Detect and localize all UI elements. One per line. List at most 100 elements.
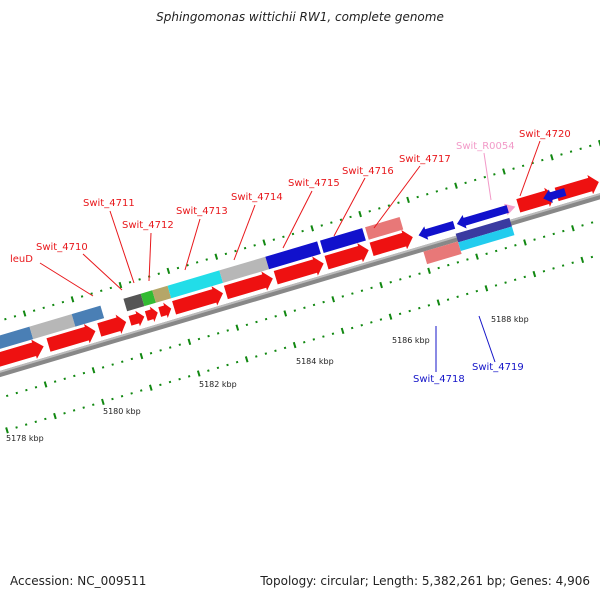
gene-label[interactable]: Swit_R0054	[456, 141, 515, 152]
cds-arrow-reverse[interactable]	[417, 218, 456, 242]
cds-arrow[interactable]	[0, 337, 47, 373]
cds-arrow[interactable]	[223, 269, 276, 302]
cds-arrow[interactable]	[157, 301, 173, 320]
cds-arrow[interactable]	[369, 227, 416, 258]
minor-tick	[493, 173, 496, 176]
minor-tick	[128, 281, 132, 284]
feature-block[interactable]	[0, 326, 34, 354]
minor-tick	[360, 289, 364, 292]
feature-block[interactable]	[29, 314, 76, 340]
feature-block[interactable]	[320, 228, 366, 254]
minor-tick	[341, 295, 345, 298]
major-tick	[196, 370, 201, 377]
minor-tick	[416, 195, 419, 199]
gene-label[interactable]: Swit_4720	[519, 129, 571, 140]
minor-tick	[533, 238, 536, 241]
feature-block[interactable]	[140, 290, 156, 307]
minor-tick	[255, 320, 258, 324]
minor-tick	[264, 352, 268, 355]
cds-arrow[interactable]	[46, 321, 99, 354]
major-tick	[358, 210, 362, 218]
minor-tick	[435, 190, 439, 193]
minor-tick	[590, 221, 594, 224]
gene-label[interactable]: Swit_4711	[83, 198, 135, 209]
minor-tick	[302, 341, 306, 344]
minor-tick	[523, 275, 526, 279]
cds-arrow[interactable]	[128, 309, 147, 329]
minor-tick	[121, 360, 124, 363]
feature-block[interactable]	[123, 293, 145, 312]
major-tick	[149, 384, 153, 391]
major-tick	[139, 352, 144, 360]
feature-block[interactable]	[219, 256, 270, 283]
minor-tick	[339, 218, 343, 222]
minor-tick	[264, 317, 268, 321]
major-tick	[388, 313, 393, 320]
minor-tick	[149, 351, 153, 355]
minor-tick	[44, 417, 47, 421]
minor-tick	[243, 246, 247, 250]
feature-block[interactable]	[152, 285, 172, 303]
feature-block[interactable]	[458, 226, 515, 252]
minor-tick	[159, 349, 162, 352]
minor-tick	[504, 246, 508, 250]
minor-tick	[398, 312, 402, 316]
minor-tick	[379, 318, 383, 321]
gene-label[interactable]: Swit_4712	[122, 220, 174, 231]
feature-block[interactable]	[265, 241, 321, 270]
major-tick	[550, 154, 554, 161]
major-tick	[532, 270, 537, 278]
minor-tick	[5, 394, 9, 398]
minor-tick	[73, 374, 76, 378]
minor-tick	[312, 303, 316, 307]
genome-track	[0, 139, 600, 434]
gene-label[interactable]: leuD	[10, 254, 33, 265]
gene-label[interactable]: Swit_4716	[342, 166, 394, 177]
gene-label[interactable]: Swit_4718	[413, 374, 465, 385]
minor-tick	[255, 355, 258, 358]
feature-block[interactable]	[71, 305, 105, 327]
gene-label[interactable]: Swit_4713	[176, 206, 228, 217]
minor-tick	[111, 363, 114, 366]
minor-tick	[561, 264, 565, 267]
minor-tick	[205, 258, 208, 261]
minor-tick	[253, 244, 256, 247]
feature-color-row	[0, 217, 404, 354]
minor-tick	[157, 272, 161, 275]
major-tick	[166, 267, 171, 275]
cds-arrow-reverse[interactable]	[455, 202, 510, 230]
minor-tick	[226, 329, 229, 332]
minor-tick	[581, 224, 584, 227]
gene-label[interactable]: Swit_4710	[36, 242, 88, 253]
gene-label[interactable]: Swit_4717	[399, 154, 451, 165]
minor-tick	[320, 224, 324, 227]
cds-arrow[interactable]	[273, 254, 327, 287]
gene-label[interactable]: Swit_4719	[472, 362, 524, 373]
feature-block[interactable]	[365, 217, 404, 240]
minor-tick	[15, 426, 18, 429]
cds-arrow[interactable]	[324, 241, 372, 273]
minor-tick	[427, 304, 431, 307]
minor-tick	[322, 300, 325, 304]
minor-tick	[542, 269, 546, 273]
cds-arrow-reverse[interactable]	[541, 185, 567, 205]
feature-block[interactable]	[167, 270, 224, 299]
cds-arrow[interactable]	[144, 305, 160, 324]
minor-tick	[351, 292, 354, 295]
minor-tick	[120, 394, 124, 398]
feature-block[interactable]	[455, 217, 512, 243]
gene-label[interactable]: Swit_4715	[288, 178, 340, 189]
gene-label[interactable]: Swit_4714	[231, 192, 283, 203]
cds-arrow[interactable]	[515, 185, 557, 215]
minor-tick	[226, 363, 229, 367]
minor-tick	[24, 423, 28, 426]
minor-tick	[521, 164, 525, 168]
minor-tick	[571, 261, 574, 264]
minor-tick	[483, 175, 487, 179]
cds-arrow[interactable]	[96, 312, 129, 339]
minor-tick	[293, 309, 297, 312]
feature-block[interactable]	[423, 241, 462, 265]
minor-tick	[42, 306, 45, 310]
cds-arrow[interactable]	[171, 284, 226, 318]
major-tick	[406, 196, 410, 204]
